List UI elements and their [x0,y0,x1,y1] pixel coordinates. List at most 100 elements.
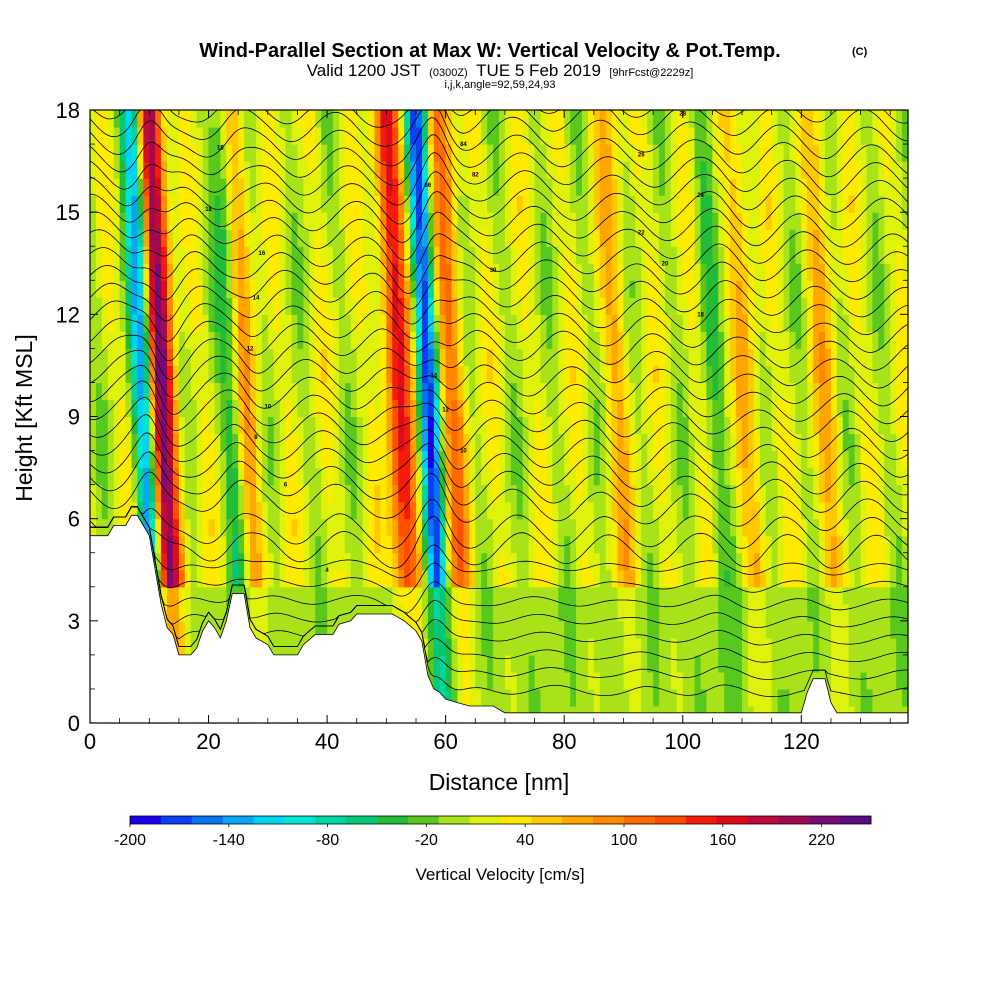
velocity-cell [463,110,470,128]
velocity-cell [410,416,417,435]
velocity-cell [534,569,542,588]
velocity-cell [291,161,299,179]
velocity-cell [724,399,731,418]
velocity-cell [581,297,589,315]
velocity-cell [172,484,180,503]
velocity-cell [90,484,97,503]
velocity-cell [469,671,476,690]
velocity-cell [902,127,909,145]
velocity-cell [854,671,862,690]
velocity-cell [795,382,802,401]
velocity-cell [392,467,399,486]
velocity-cell [700,280,708,298]
velocity-cell [504,450,512,469]
velocity-cell [101,399,109,418]
velocity-cell [825,297,832,315]
velocity-cell [753,382,761,401]
velocity-cell [670,569,678,588]
velocity-cell [250,450,257,469]
velocity-cell [647,212,654,230]
velocity-cell [143,416,150,435]
velocity-cell [451,263,459,281]
velocity-cell [232,518,239,537]
velocity-cell [653,484,660,503]
velocity-cell [670,620,678,639]
velocity-cell [487,280,494,298]
velocity-cell [250,620,257,639]
velocity-cell [830,586,838,605]
velocity-cell [552,637,559,656]
velocity-cell [416,518,423,537]
velocity-cell [333,365,340,384]
velocity-cell [730,552,737,571]
velocity-cell [765,671,773,690]
velocity-cell [315,331,322,349]
velocity-cell [487,586,494,605]
velocity-cell [670,467,678,486]
velocity-cell [469,280,476,298]
velocity-cell [90,297,97,315]
velocity-cell [700,603,708,622]
velocity-cell [338,229,346,247]
velocity-cell [753,348,761,367]
velocity-cell [836,110,844,128]
velocity-cell [522,467,530,486]
velocity-cell [902,212,909,230]
velocity-cell [398,501,405,520]
velocity-cell [202,501,210,520]
velocity-cell [362,484,370,503]
velocity-cell [902,637,909,656]
velocity-cell [433,246,441,264]
velocity-cell [664,382,672,401]
velocity-cell [338,144,346,162]
velocity-cell [647,382,654,401]
velocity-cell [475,620,482,639]
velocity-cell [309,195,316,213]
velocity-cell [789,280,796,298]
velocity-cell [244,195,251,213]
velocity-cell [499,654,506,673]
velocity-cell [576,552,583,571]
velocity-cell [712,365,719,384]
velocity-cell [184,484,192,503]
velocity-cell [747,467,755,486]
velocity-cell [742,535,749,554]
velocity-cell [303,501,310,520]
velocity-cell [487,467,494,486]
velocity-cell [688,654,696,673]
velocity-cell [896,178,903,196]
velocity-cell [386,195,393,213]
velocity-cell [795,365,802,384]
velocity-cell [327,484,334,503]
velocity-cell [670,603,678,622]
velocity-cell [724,501,731,520]
velocity-cell [890,501,897,520]
velocity-cell [410,297,417,315]
velocity-cell [765,620,773,639]
velocity-cell [303,535,310,554]
velocity-cell [540,365,548,384]
velocity-cell [439,569,447,588]
velocity-cell [416,144,423,162]
velocity-cell [659,586,666,605]
velocity-cell [463,178,470,196]
velocity-cell [884,365,891,384]
velocity-cell [380,552,387,571]
velocity-cell [694,297,702,315]
velocity-cell [119,127,127,145]
velocity-cell [617,586,625,605]
velocity-cell [777,280,785,298]
velocity-cell [771,314,779,332]
velocity-cell [896,450,903,469]
velocity-cell [499,348,506,367]
velocity-cell [232,110,239,128]
velocity-cell [902,365,909,384]
velocity-cell [451,518,459,537]
velocity-cell [700,484,708,503]
velocity-cell [315,450,322,469]
velocity-cell [297,348,304,367]
velocity-cell [261,484,269,503]
velocity-cell [386,569,393,588]
velocity-cell [789,263,796,281]
velocity-cell [107,314,115,332]
